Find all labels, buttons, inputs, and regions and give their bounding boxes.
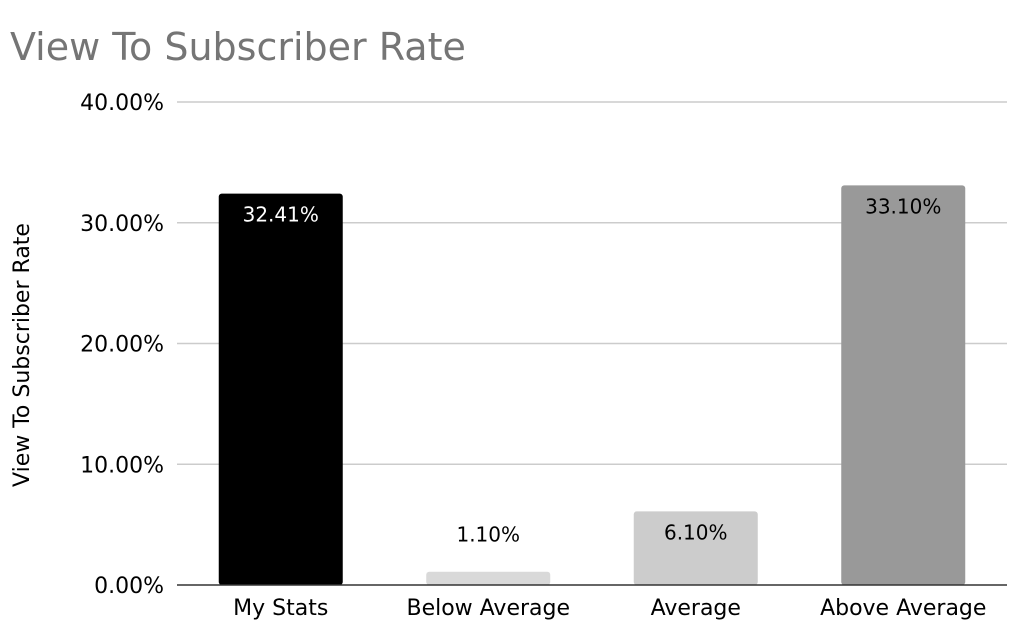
- bar: [218, 193, 343, 586]
- x-tick-label: Average: [651, 596, 741, 621]
- y-axis-title: View To Subscriber Rate: [10, 223, 35, 487]
- x-axis-ticks: My Stats Below Average Average Above Averag…: [233, 596, 986, 621]
- bars: [218, 185, 966, 586]
- x-tick-label: Below Average: [406, 596, 570, 621]
- x-tick-label: Above Average: [820, 596, 986, 621]
- data-labels: 32.41% 1.10% 6.10% 33.10%: [243, 194, 942, 546]
- bar: [633, 511, 758, 585]
- y-axis-ticks: 0.00% 10.00% 20.00% 30.00% 40.00%: [80, 91, 164, 599]
- data-label: 6.10%: [664, 520, 728, 544]
- y-tick-label: 10.00%: [80, 453, 164, 478]
- chart-title: View To Subscriber Rate: [10, 25, 466, 69]
- y-tick-label: 20.00%: [80, 333, 164, 358]
- data-label: 32.41%: [243, 203, 319, 227]
- data-label: 1.10%: [456, 523, 520, 547]
- data-label: 33.10%: [865, 194, 941, 218]
- bar: [841, 185, 966, 585]
- x-tick-label: My Stats: [233, 596, 328, 621]
- y-tick-label: 30.00%: [80, 212, 164, 237]
- bar: [426, 571, 551, 585]
- y-tick-label: 0.00%: [94, 574, 164, 599]
- y-tick-label: 40.00%: [80, 91, 164, 116]
